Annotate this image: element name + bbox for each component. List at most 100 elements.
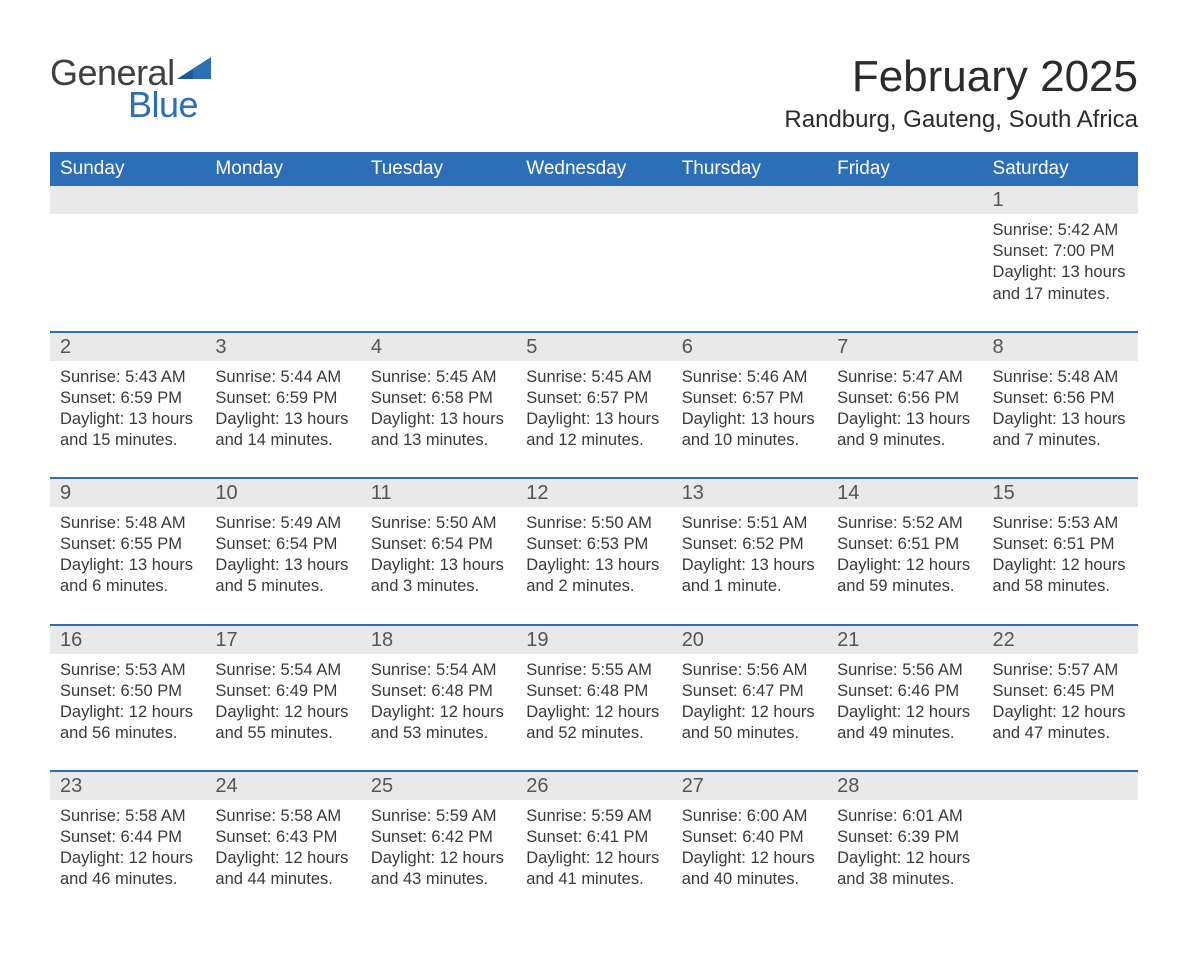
- day-number-cell: [983, 771, 1138, 800]
- day-details: Sunrise: 5:58 AMSunset: 6:44 PMDaylight:…: [50, 800, 205, 916]
- day-details: Sunrise: 5:47 AMSunset: 6:56 PMDaylight:…: [827, 361, 982, 477]
- day-details: Sunrise: 5:50 AMSunset: 6:53 PMDaylight:…: [516, 507, 671, 623]
- day-number-cell: [516, 186, 671, 214]
- day-number-cell: 28: [827, 771, 982, 800]
- day-cell: Sunrise: 5:54 AMSunset: 6:49 PMDaylight:…: [205, 654, 360, 771]
- day-cell: Sunrise: 5:59 AMSunset: 6:41 PMDaylight:…: [516, 800, 671, 916]
- day-number-cell: 3: [205, 332, 360, 361]
- day-cell: Sunrise: 6:01 AMSunset: 6:39 PMDaylight:…: [827, 800, 982, 916]
- day-number-cell: 11: [361, 478, 516, 507]
- dayname: Friday: [827, 152, 982, 186]
- day-number-cell: 2: [50, 332, 205, 361]
- day-details: [205, 214, 360, 267]
- day-cell: Sunrise: 5:49 AMSunset: 6:54 PMDaylight:…: [205, 507, 360, 624]
- day-details: [361, 214, 516, 267]
- logo: General Blue: [50, 56, 211, 122]
- day-cell: Sunrise: 5:57 AMSunset: 6:45 PMDaylight:…: [983, 654, 1138, 771]
- day-cell: Sunrise: 5:58 AMSunset: 6:43 PMDaylight:…: [205, 800, 360, 916]
- day-details: Sunrise: 5:53 AMSunset: 6:50 PMDaylight:…: [50, 654, 205, 770]
- day-number-cell: 17: [205, 625, 360, 654]
- day-details: Sunrise: 5:56 AMSunset: 6:47 PMDaylight:…: [672, 654, 827, 770]
- day-details: Sunrise: 5:45 AMSunset: 6:57 PMDaylight:…: [516, 361, 671, 477]
- day-cell: Sunrise: 5:48 AMSunset: 6:55 PMDaylight:…: [50, 507, 205, 624]
- day-number-cell: 13: [672, 478, 827, 507]
- dayname: Thursday: [672, 152, 827, 186]
- day-number: 8: [983, 333, 1138, 361]
- day-cell: Sunrise: 5:45 AMSunset: 6:58 PMDaylight:…: [361, 361, 516, 478]
- day-cell: Sunrise: 5:53 AMSunset: 6:50 PMDaylight:…: [50, 654, 205, 771]
- day-details: [672, 214, 827, 267]
- calendar-table: Sunday Monday Tuesday Wednesday Thursday…: [50, 152, 1138, 916]
- day-number-cell: 18: [361, 625, 516, 654]
- day-details: Sunrise: 5:43 AMSunset: 6:59 PMDaylight:…: [50, 361, 205, 477]
- day-number: 26: [516, 772, 671, 800]
- day-cell: Sunrise: 5:59 AMSunset: 6:42 PMDaylight:…: [361, 800, 516, 916]
- day-number: 17: [205, 626, 360, 654]
- day-number: 24: [205, 772, 360, 800]
- day-number-cell: 22: [983, 625, 1138, 654]
- day-number: 21: [827, 626, 982, 654]
- day-cell: [672, 214, 827, 331]
- day-details: Sunrise: 5:44 AMSunset: 6:59 PMDaylight:…: [205, 361, 360, 477]
- day-number-cell: 27: [672, 771, 827, 800]
- day-cell: Sunrise: 5:52 AMSunset: 6:51 PMDaylight:…: [827, 507, 982, 624]
- day-cell: Sunrise: 5:55 AMSunset: 6:48 PMDaylight:…: [516, 654, 671, 771]
- day-number: 20: [672, 626, 827, 654]
- day-number-cell: 19: [516, 625, 671, 654]
- dayname: Tuesday: [361, 152, 516, 186]
- day-number-cell: 8: [983, 332, 1138, 361]
- day-number: 13: [672, 479, 827, 507]
- location-text: Randburg, Gauteng, South Africa: [784, 106, 1138, 134]
- day-number: 7: [827, 333, 982, 361]
- day-cell: Sunrise: 5:56 AMSunset: 6:47 PMDaylight:…: [672, 654, 827, 771]
- day-number-cell: 14: [827, 478, 982, 507]
- day-cell: Sunrise: 5:42 AMSunset: 7:00 PMDaylight:…: [983, 214, 1138, 331]
- day-number-cell: 20: [672, 625, 827, 654]
- day-number: 1: [983, 186, 1138, 214]
- day-number-cell: [205, 186, 360, 214]
- day-number-cell: 4: [361, 332, 516, 361]
- day-cell: [827, 214, 982, 331]
- day-number-cell: 23: [50, 771, 205, 800]
- day-number: 11: [361, 479, 516, 507]
- day-number-cell: 6: [672, 332, 827, 361]
- day-number: 15: [983, 479, 1138, 507]
- day-number: 5: [516, 333, 671, 361]
- day-number-cell: 16: [50, 625, 205, 654]
- header: General Blue February 2025 Randburg, Gau…: [50, 54, 1138, 134]
- day-number-cell: 10: [205, 478, 360, 507]
- day-details: Sunrise: 5:46 AMSunset: 6:57 PMDaylight:…: [672, 361, 827, 477]
- day-details: [983, 800, 1138, 853]
- day-number-cell: 9: [50, 478, 205, 507]
- day-details: Sunrise: 5:51 AMSunset: 6:52 PMDaylight:…: [672, 507, 827, 623]
- day-details: Sunrise: 5:53 AMSunset: 6:51 PMDaylight:…: [983, 507, 1138, 623]
- day-details: Sunrise: 5:55 AMSunset: 6:48 PMDaylight:…: [516, 654, 671, 770]
- day-number-cell: 25: [361, 771, 516, 800]
- day-cell: Sunrise: 5:50 AMSunset: 6:54 PMDaylight:…: [361, 507, 516, 624]
- day-cell: Sunrise: 5:43 AMSunset: 6:59 PMDaylight:…: [50, 361, 205, 478]
- day-number-cell: 12: [516, 478, 671, 507]
- day-number: 25: [361, 772, 516, 800]
- day-cell: Sunrise: 5:53 AMSunset: 6:51 PMDaylight:…: [983, 507, 1138, 624]
- day-number-cell: 26: [516, 771, 671, 800]
- day-details: Sunrise: 5:54 AMSunset: 6:49 PMDaylight:…: [205, 654, 360, 770]
- day-cell: Sunrise: 5:51 AMSunset: 6:52 PMDaylight:…: [672, 507, 827, 624]
- day-cell: Sunrise: 5:54 AMSunset: 6:48 PMDaylight:…: [361, 654, 516, 771]
- dayname: Saturday: [983, 152, 1138, 186]
- day-cell: [205, 214, 360, 331]
- day-number-cell: 5: [516, 332, 671, 361]
- flag-icon: [177, 57, 211, 79]
- day-details: Sunrise: 5:50 AMSunset: 6:54 PMDaylight:…: [361, 507, 516, 623]
- day-cell: Sunrise: 5:58 AMSunset: 6:44 PMDaylight:…: [50, 800, 205, 916]
- day-number-cell: 15: [983, 478, 1138, 507]
- day-details: Sunrise: 5:57 AMSunset: 6:45 PMDaylight:…: [983, 654, 1138, 770]
- day-details: Sunrise: 5:48 AMSunset: 6:55 PMDaylight:…: [50, 507, 205, 623]
- day-number: 27: [672, 772, 827, 800]
- day-number: 12: [516, 479, 671, 507]
- day-details: Sunrise: 5:52 AMSunset: 6:51 PMDaylight:…: [827, 507, 982, 623]
- day-number-cell: 24: [205, 771, 360, 800]
- day-number: 28: [827, 772, 982, 800]
- day-details: Sunrise: 6:00 AMSunset: 6:40 PMDaylight:…: [672, 800, 827, 916]
- day-number-cell: [361, 186, 516, 214]
- day-number-cell: [50, 186, 205, 214]
